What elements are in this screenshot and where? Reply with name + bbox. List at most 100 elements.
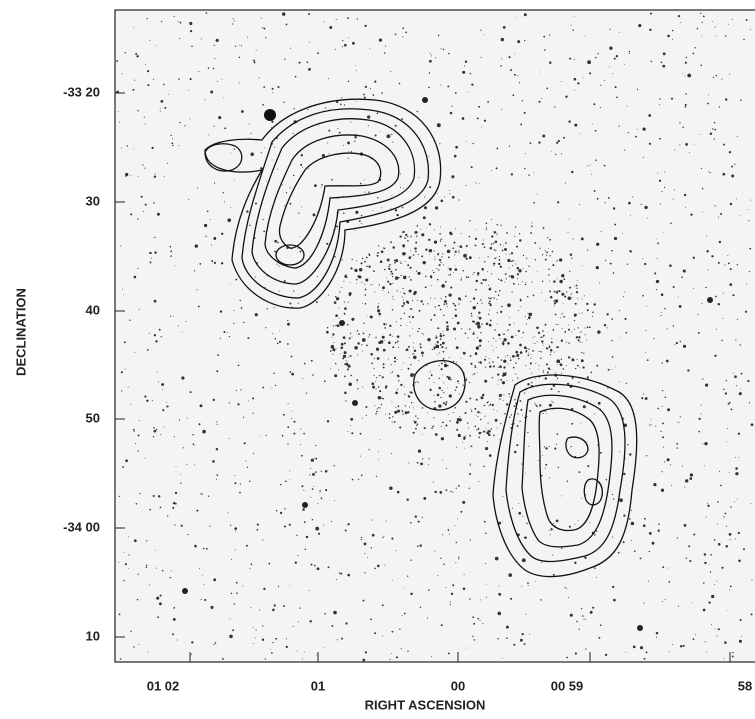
star [302,502,308,508]
star [138,420,140,422]
star [553,305,555,307]
star [574,302,577,305]
star [470,166,473,169]
star [477,410,480,414]
star [748,220,750,222]
star [334,362,337,365]
star [517,329,520,333]
star [315,444,317,447]
star [411,315,415,319]
x-tick-label: 00 [451,678,465,693]
star [284,480,287,483]
star [434,490,437,494]
star [335,324,337,327]
star [684,486,686,488]
star [709,132,713,135]
star [428,377,430,380]
star [300,154,303,157]
star [447,267,449,269]
star [238,56,241,59]
star [478,361,480,363]
star [384,327,387,329]
star [491,297,493,299]
star [328,129,331,132]
star [356,283,357,284]
star [167,515,169,517]
star [339,320,345,326]
star [479,344,482,347]
star [273,372,275,374]
star [419,272,421,274]
star [480,56,482,59]
star [398,277,400,279]
star [651,423,653,425]
star [655,288,658,291]
star [421,407,424,409]
star [465,400,468,403]
star [458,252,460,254]
star [118,121,120,123]
star [390,70,392,72]
star [486,596,488,598]
star [378,38,383,42]
star [340,103,342,106]
star [549,255,551,257]
star [349,281,351,283]
star [428,238,431,241]
star [701,211,703,213]
star [558,390,560,393]
star [575,367,577,370]
star [178,145,180,147]
star [363,93,365,96]
star [735,385,737,387]
star [469,397,472,400]
star [213,44,215,47]
star [137,110,139,112]
star [118,495,120,498]
star [271,87,274,90]
star [433,314,436,317]
star [252,452,255,454]
star [449,603,451,606]
star [501,249,504,252]
star [153,334,157,337]
star [391,275,394,278]
star [365,256,368,259]
star [538,141,541,144]
star [211,259,214,262]
star [337,307,339,309]
star [374,80,377,83]
star [468,235,471,238]
star [747,209,749,211]
star [465,244,468,248]
star [734,163,736,165]
star [216,423,218,425]
star [440,238,441,240]
star [626,263,629,265]
star [364,191,366,193]
star [718,470,721,472]
star [452,411,454,414]
star [505,372,507,374]
star [503,366,506,369]
star [627,132,629,134]
star [445,587,447,589]
star [532,337,534,339]
star [546,87,549,90]
star [462,269,465,272]
star [488,284,490,286]
star [146,17,148,20]
star [629,518,631,520]
star [338,131,341,134]
star [568,342,570,344]
star [455,228,456,230]
star [731,174,735,178]
star [541,292,543,294]
star [727,609,729,611]
star [467,276,470,278]
bright-star [264,109,276,121]
star [229,634,233,639]
star [137,434,140,437]
star [735,198,737,200]
star [498,521,502,525]
